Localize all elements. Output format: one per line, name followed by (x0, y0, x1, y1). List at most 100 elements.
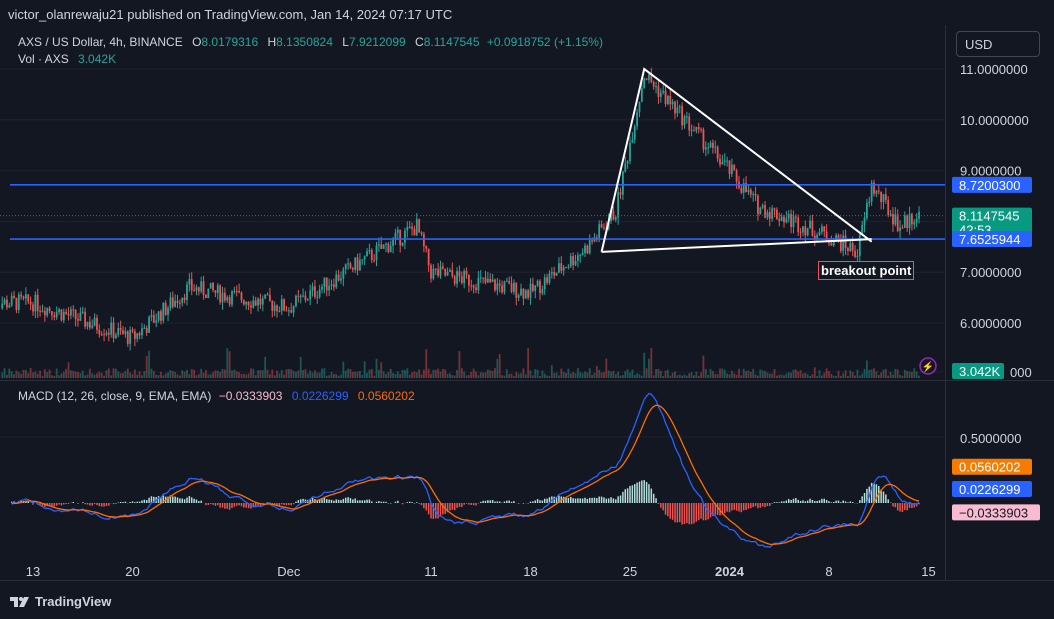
candle-body (271, 300, 274, 311)
candle-body (363, 256, 366, 260)
volume-bar (626, 369, 629, 378)
volume-bar (581, 373, 584, 378)
candle-body (93, 317, 96, 326)
volume-bar (119, 373, 122, 378)
candle-body (640, 88, 643, 102)
volume-bar (32, 372, 34, 378)
volume-bar (648, 358, 650, 378)
breakout-annotation[interactable]: breakout point (819, 262, 914, 279)
volume-scale-label: 3.042K (959, 364, 1001, 379)
volume-bar (200, 368, 203, 378)
candle-body (491, 279, 494, 282)
candle-body (541, 289, 544, 294)
volume-bar (385, 374, 387, 378)
candle-body (453, 276, 456, 284)
volume-bar (51, 375, 53, 378)
candle-body (375, 245, 378, 260)
candle-body (231, 291, 233, 305)
volume-bar (792, 369, 795, 378)
volume-bar (377, 369, 380, 378)
volume-bar (13, 374, 15, 378)
candle-body (91, 325, 94, 328)
volume-bar (768, 373, 771, 378)
volume-bar (593, 372, 596, 378)
macd-label[interactable]: MACD (12, 26, close, 9, EMA, EMA) (18, 389, 212, 403)
volume-bar (295, 371, 297, 378)
volume-bar (752, 368, 755, 378)
volume-bar (681, 375, 684, 378)
volume-bar (873, 368, 875, 378)
macd-value-badge-bg (952, 481, 1032, 498)
volume-bar (560, 368, 563, 378)
volume-bar (396, 371, 399, 378)
currency-button[interactable]: USD (956, 31, 1040, 57)
volume-bar (669, 375, 672, 378)
volume-bar (235, 371, 238, 378)
volume-bar (240, 373, 243, 378)
close-value: 8.1147545 (423, 35, 480, 49)
triangle-drawing[interactable] (600, 67, 873, 253)
candle-body (193, 289, 195, 291)
candle-body (437, 269, 440, 276)
candle-body (150, 315, 153, 317)
volume-bar (74, 371, 77, 378)
time-tick: Dec (277, 564, 301, 579)
volume-bar (380, 362, 383, 378)
volume-bar (657, 369, 660, 378)
volume-bar (896, 369, 899, 378)
candle-body (195, 287, 198, 291)
candle-body (304, 295, 307, 300)
volume-bar (764, 371, 766, 378)
candle-body (799, 231, 802, 233)
candle-body (368, 249, 371, 252)
horizontal-levels[interactable] (0, 184, 945, 240)
volume-bar (162, 375, 165, 378)
symbol-name[interactable]: AXS / US Dollar, 4h, BINANCE (18, 35, 183, 49)
volume-bar (503, 375, 506, 378)
candle-body (792, 216, 795, 228)
candle-body (655, 86, 657, 88)
brand-label: TradingView (35, 594, 112, 609)
candle-body (330, 284, 333, 286)
volume-bar (510, 373, 513, 378)
volume-bar (34, 371, 37, 378)
volume-legend: Vol · AXS 3.042K (18, 52, 116, 66)
macd-signal-line (11, 404, 920, 546)
volume-bar (721, 368, 724, 378)
support-price-label: 7.6525944 (959, 232, 1020, 247)
volume-bar (318, 372, 321, 378)
candle-body (406, 227, 409, 231)
candle-body (842, 235, 845, 252)
candle-body (55, 312, 58, 318)
candle-body (221, 292, 224, 303)
volume-bar (498, 353, 501, 378)
tradingview-logo-icon (10, 596, 29, 607)
candle-body (851, 242, 854, 251)
volume-bar (81, 370, 84, 378)
volume-bar (536, 369, 539, 378)
volume-bar (723, 369, 726, 378)
candle-body (259, 298, 262, 305)
candle-body (413, 228, 416, 236)
candle-body (122, 330, 124, 334)
volume-bar (55, 368, 58, 378)
candle-body (366, 251, 368, 257)
candle-body (67, 314, 70, 316)
volume-bar (522, 368, 525, 378)
volume-label[interactable]: Vol · AXS (18, 52, 69, 66)
candles[interactable] (1, 67, 920, 351)
volume-bar (574, 373, 577, 378)
volume-bar (730, 370, 733, 378)
candle-body (347, 263, 349, 265)
candle-body (766, 212, 769, 218)
candle-body (849, 242, 852, 251)
candle-body (396, 229, 399, 233)
volume-bar (849, 370, 852, 378)
candle-body (65, 311, 68, 315)
volume-bar (245, 374, 248, 378)
volume-value: 3.042K (78, 52, 117, 66)
volume-bar (728, 374, 731, 378)
volume-bar (269, 374, 271, 378)
volume-bar (335, 374, 338, 378)
